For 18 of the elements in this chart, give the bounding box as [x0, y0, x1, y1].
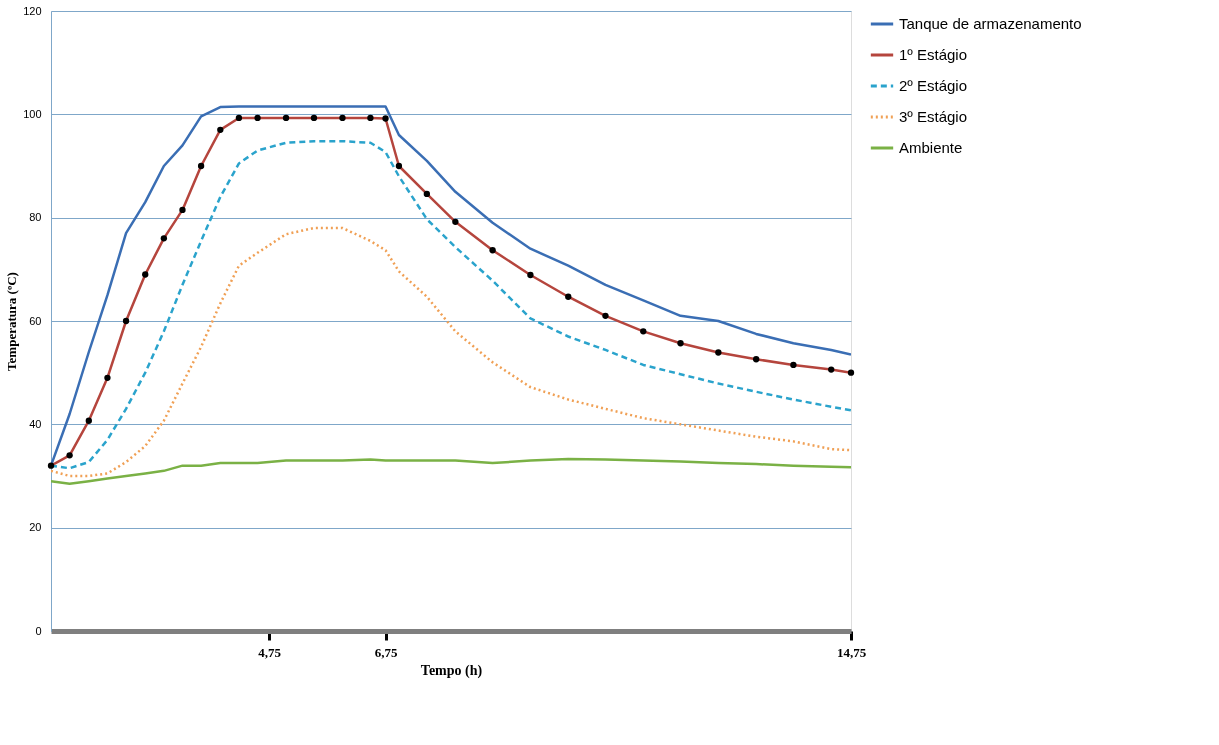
y-tick-label: 80	[29, 211, 42, 224]
legend-label: Tanque de armazenamento	[899, 15, 1082, 32]
line-series	[51, 457, 851, 485]
y-tick-label: 0	[35, 624, 42, 637]
y-tick-label: 40	[29, 417, 42, 430]
y-tick-label: 60	[29, 314, 42, 327]
legend-label: 3º Estágio	[899, 108, 968, 125]
x-tick-label: 14,75	[836, 644, 867, 660]
y-axis-title: Temperatura (ºC)	[4, 272, 20, 371]
x-axis-title: Tempo (h)	[420, 662, 483, 679]
y-tick-label: 20	[29, 521, 42, 534]
legend-label: Ambiente	[899, 139, 963, 156]
y-tick-label: 100	[23, 107, 42, 120]
legend-label: 2º Estágio	[899, 77, 968, 94]
x-tick-label: 4,75	[258, 644, 282, 660]
x-tick-label: 6,75	[374, 644, 398, 660]
legend-label: 1º Estágio	[899, 46, 968, 63]
y-tick-label: 120	[23, 4, 42, 17]
